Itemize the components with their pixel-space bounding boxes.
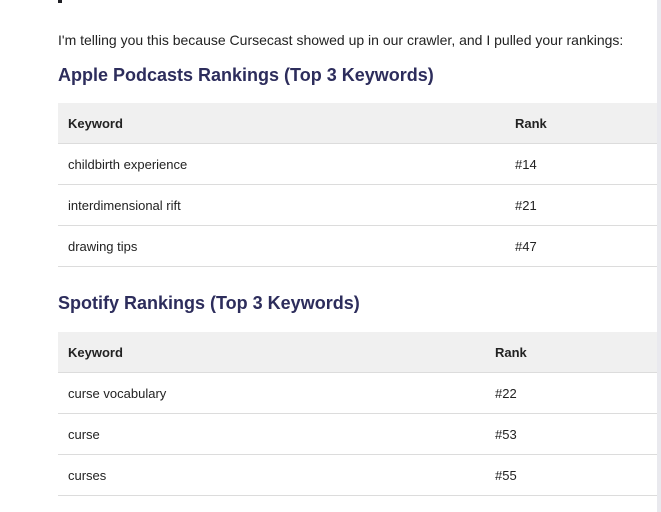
- keyword-cell: interdimensional rift: [58, 184, 505, 226]
- keyword-cell: curses: [58, 454, 485, 496]
- rank-cell: #53: [485, 413, 657, 455]
- table-row: curses #55: [58, 454, 657, 496]
- table-row: childbirth experience #14: [58, 143, 657, 185]
- rank-cell: #47: [505, 225, 657, 267]
- apple-rankings-title: Apple Podcasts Rankings (Top 3 Keywords): [58, 65, 434, 85]
- rank-column-header: Rank: [505, 103, 657, 144]
- keyword-column-header: Keyword: [58, 332, 485, 373]
- spotify-rankings-table: Keyword Rank curse vocabulary #22 curse …: [58, 332, 657, 496]
- divider: [58, 0, 62, 3]
- keyword-column-header: Keyword: [58, 103, 505, 144]
- keyword-cell: curse vocabulary: [58, 372, 485, 414]
- rank-cell: #21: [505, 184, 657, 226]
- intro-text: I'm telling you this because Cursecast s…: [58, 32, 624, 48]
- spotify-rankings-title: Spotify Rankings (Top 3 Keywords): [58, 293, 360, 313]
- table-header-row: Keyword Rank: [58, 332, 657, 373]
- table-row: drawing tips #47: [58, 225, 657, 267]
- table-row: curse vocabulary #22: [58, 372, 657, 414]
- table-row: interdimensional rift #21: [58, 184, 657, 226]
- rank-cell: #55: [485, 454, 657, 496]
- apple-rankings-table: Keyword Rank childbirth experience #14 i…: [58, 103, 657, 267]
- table-header-row: Keyword Rank: [58, 103, 657, 144]
- rank-column-header: Rank: [485, 332, 657, 373]
- keyword-cell: childbirth experience: [58, 143, 505, 185]
- keyword-cell: curse: [58, 413, 485, 455]
- scrollbar-track[interactable]: [657, 0, 661, 512]
- table-row: curse #53: [58, 413, 657, 455]
- rank-cell: #22: [485, 372, 657, 414]
- keyword-cell: drawing tips: [58, 225, 505, 267]
- rank-cell: #14: [505, 143, 657, 185]
